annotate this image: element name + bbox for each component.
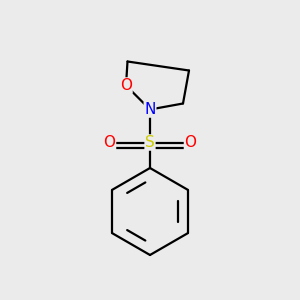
- Text: N: N: [144, 102, 156, 117]
- Text: O: O: [120, 78, 132, 93]
- Text: O: O: [103, 135, 116, 150]
- Text: O: O: [184, 135, 196, 150]
- Text: S: S: [145, 135, 155, 150]
